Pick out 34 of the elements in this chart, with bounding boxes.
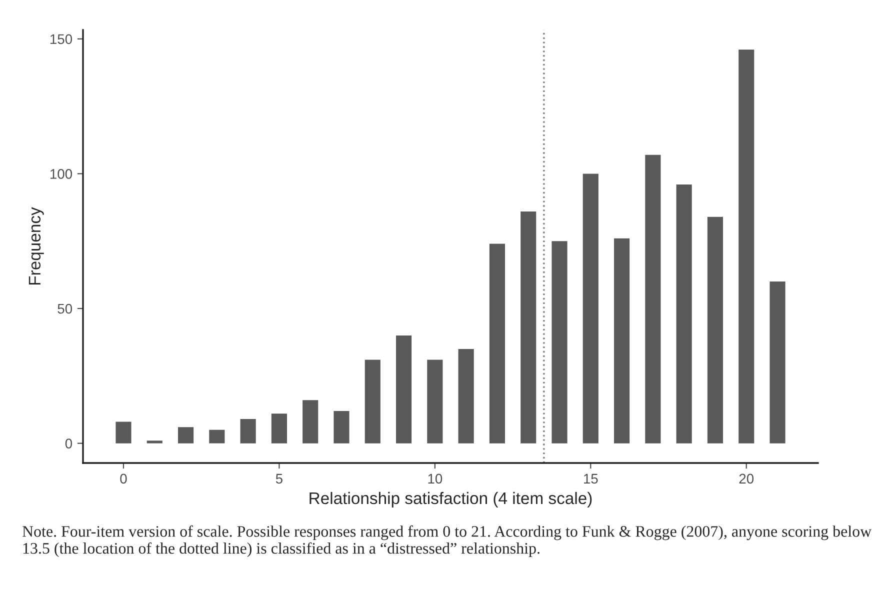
bar	[302, 400, 318, 444]
bar	[676, 184, 692, 444]
y-tick-label: 50	[58, 304, 72, 314]
bar	[645, 154, 661, 444]
bar	[770, 282, 786, 444]
bar	[178, 427, 194, 444]
bar	[489, 244, 505, 444]
bar	[364, 360, 380, 444]
text: Note. Four-item version of scale. Possible responses ranged from 0 to 21. According to Funk & Rogge (2007), anyone scoring below 13.5 (the location of the dotted line) is classified as in a “distressed” relationship.	[22, 525, 872, 557]
bar	[427, 360, 443, 444]
bar	[738, 50, 754, 444]
bar	[707, 216, 724, 444]
bar	[334, 410, 350, 444]
bar	[396, 335, 412, 444]
bar	[146, 440, 162, 444]
x-axis-title: Relationship satisfaction (4 item scale)	[310, 492, 592, 508]
bar	[209, 430, 225, 444]
x-tick-label: 20	[739, 474, 754, 484]
x-tick-label: 5	[276, 474, 282, 484]
x-tick-label: 0	[120, 474, 127, 484]
bar	[116, 422, 132, 444]
bar	[614, 238, 630, 444]
bar	[520, 211, 536, 444]
y-tick-label: 0	[65, 438, 72, 448]
bar	[240, 419, 256, 444]
bar	[271, 414, 287, 444]
x-tick-label: 10	[428, 474, 442, 484]
y-tick-label: 150	[50, 34, 72, 44]
y-axis-title: Frequency	[28, 207, 44, 284]
x-tick-label: 15	[584, 474, 598, 484]
bar	[458, 348, 474, 444]
bar	[552, 241, 568, 444]
bar	[582, 174, 598, 444]
y-tick-label: 100	[50, 169, 72, 179]
